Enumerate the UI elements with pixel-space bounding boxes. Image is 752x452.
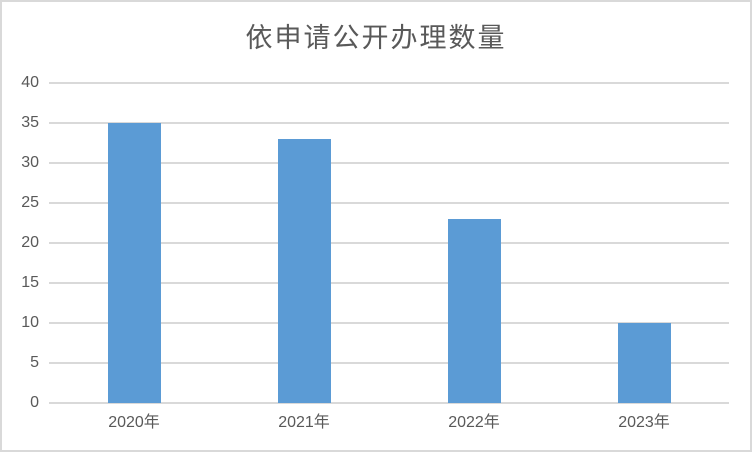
bar-2022 — [447, 219, 501, 403]
x-tick-label: 2021年 — [278, 414, 330, 431]
plot-area — [49, 82, 729, 404]
gridline — [49, 362, 729, 364]
bar-2021 — [277, 139, 331, 403]
y-tick-label: 25 — [21, 194, 39, 211]
x-tick-label: 2022年 — [448, 414, 500, 431]
gridline — [49, 82, 729, 84]
x-tick-label: 2020年 — [108, 414, 160, 431]
chart-title: 依申请公开办理数量 — [245, 23, 507, 53]
y-tick-label: 10 — [21, 314, 39, 331]
bar-2023 — [617, 323, 671, 403]
bar-2020 — [107, 123, 161, 403]
gridline — [49, 322, 729, 324]
y-tick-label: 0 — [30, 394, 39, 411]
y-tick-label: 35 — [21, 114, 39, 131]
x-axis-line — [49, 402, 729, 404]
y-tick-label: 20 — [21, 234, 39, 251]
gridline — [49, 282, 729, 284]
x-tick-label: 2023年 — [618, 414, 670, 431]
gridline — [49, 202, 729, 204]
gridline — [49, 122, 729, 124]
y-tick-label: 30 — [21, 154, 39, 171]
y-tick-label: 40 — [21, 74, 39, 91]
y-tick-label: 5 — [30, 354, 39, 371]
gridline — [49, 162, 729, 164]
gridline — [49, 242, 729, 244]
y-tick-label: 15 — [21, 274, 39, 291]
